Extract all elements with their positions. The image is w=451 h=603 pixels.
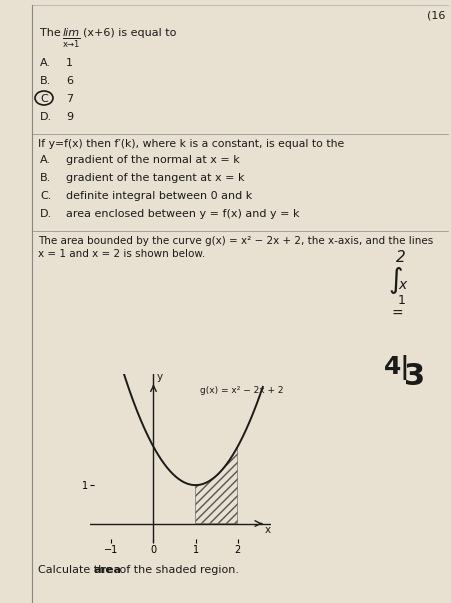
Text: lim: lim <box>63 28 80 38</box>
Text: area: area <box>94 565 122 575</box>
Text: 9: 9 <box>66 112 73 122</box>
Text: y: y <box>156 372 162 382</box>
Text: A.: A. <box>40 58 51 68</box>
Text: If y=f(x) then f′(k), where k is a constant, is equal to the: If y=f(x) then f′(k), where k is a const… <box>38 139 344 149</box>
Text: 4|: 4| <box>383 355 410 380</box>
Text: x: x <box>264 525 270 535</box>
Text: Calculate the: Calculate the <box>38 565 115 575</box>
Text: The area bounded by the curve g(x) = x² − 2x + 2, the x-axis, and the lines: The area bounded by the curve g(x) = x² … <box>38 236 433 246</box>
Text: C.: C. <box>40 191 51 201</box>
Text: B.: B. <box>40 76 51 86</box>
Text: of the shaded region.: of the shaded region. <box>116 565 239 575</box>
Text: g(x) = x² − 2x + 2: g(x) = x² − 2x + 2 <box>199 386 283 395</box>
Text: 1: 1 <box>66 58 73 68</box>
Text: 7: 7 <box>66 94 73 104</box>
Text: B.: B. <box>40 173 51 183</box>
Text: D.: D. <box>40 112 52 122</box>
Text: (x+6) is equal to: (x+6) is equal to <box>83 28 176 38</box>
Text: The: The <box>40 28 60 38</box>
Text: 1: 1 <box>397 294 405 307</box>
Text: 2: 2 <box>395 250 405 265</box>
Text: 6: 6 <box>66 76 73 86</box>
Text: D.: D. <box>40 209 52 219</box>
Text: C: C <box>40 94 48 104</box>
Text: (16: (16 <box>426 11 444 21</box>
Text: =: = <box>391 307 403 321</box>
Text: 3: 3 <box>403 362 424 391</box>
Text: gradient of the tangent at x = k: gradient of the tangent at x = k <box>66 173 244 183</box>
Text: x→1: x→1 <box>63 40 80 49</box>
Text: area enclosed between y = f(x) and y = k: area enclosed between y = f(x) and y = k <box>66 209 299 219</box>
Text: gradient of the normal at x = k: gradient of the normal at x = k <box>66 155 239 165</box>
Text: A.: A. <box>40 155 51 165</box>
Text: definite integral between 0 and k: definite integral between 0 and k <box>66 191 252 201</box>
Text: x = 1 and x = 2 is shown below.: x = 1 and x = 2 is shown below. <box>38 249 205 259</box>
Text: ∫: ∫ <box>387 266 401 294</box>
Text: x: x <box>397 278 405 292</box>
